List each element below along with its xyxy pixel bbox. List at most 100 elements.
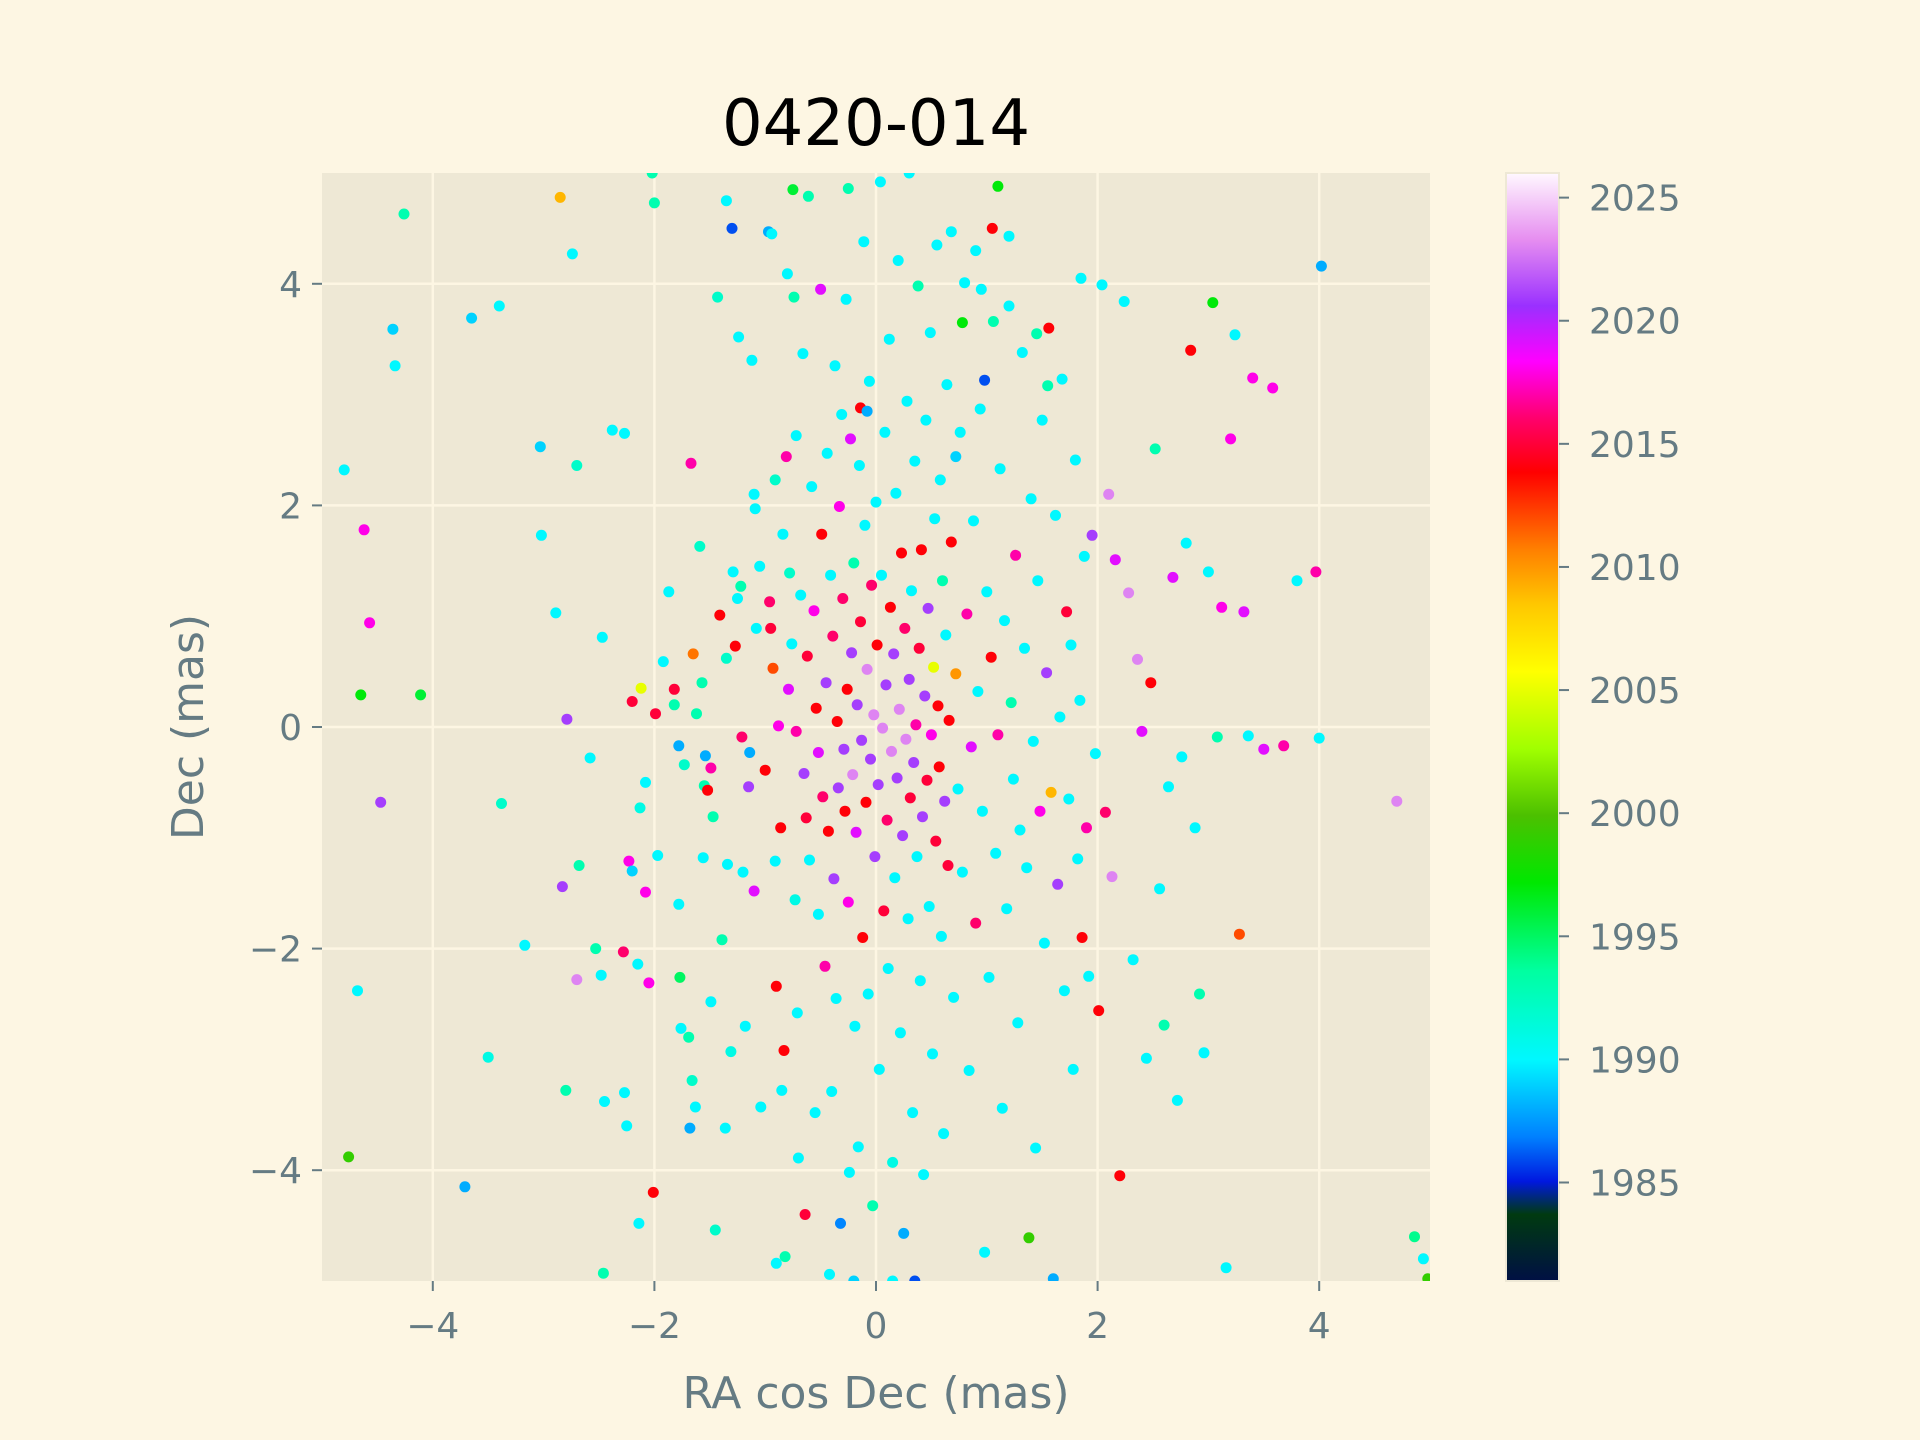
scatter-point [872,779,884,791]
scatter-point [338,464,350,476]
scatter-point [769,474,781,486]
scatter-point [632,958,644,970]
x-axis-label: RA cos Dec (mas) [682,1368,1069,1419]
scatter-point [709,1224,721,1236]
scatter-point [1140,1052,1152,1064]
scatter-point [865,753,876,765]
scatter-point [773,720,784,732]
scatter-point [891,772,903,784]
scatter-point [617,946,629,958]
scatter-point [1075,272,1087,284]
scatter-point [945,536,957,548]
scatter-point [833,501,845,512]
scatter-point [1225,433,1237,445]
scatter-point [934,474,946,486]
scatter-point [634,802,646,814]
scatter-point [890,487,902,499]
scatter-point [1313,732,1325,744]
scatter-point [534,441,546,453]
scatter-point [1003,300,1015,312]
y-tick-label: 4 [279,265,302,306]
scatter-point [683,1031,695,1043]
scatter-point [897,830,909,842]
scatter-point [415,689,427,701]
scatter-point [830,993,842,1004]
scatter-point [1176,751,1188,763]
scatter-point [571,974,583,986]
scatter-point [619,427,630,439]
scatter-point [770,1257,782,1269]
scatter-point [889,872,901,884]
scatter-point [554,191,566,203]
scatter-point [983,971,995,983]
scatter-point [827,630,839,642]
scatter-point [884,601,896,613]
scatter-point [979,1246,991,1258]
scatter-point [726,222,738,234]
scatter-point [825,569,837,581]
scatter-point [621,1120,633,1132]
scatter-point [1136,725,1148,737]
scatter-point [894,1027,906,1039]
scatter-point [839,805,851,817]
scatter-point [838,743,850,755]
scatter-point [910,719,922,731]
y-tick-label: 0 [279,708,302,749]
scatter-point [398,208,410,220]
scatter-point [1056,373,1068,385]
colorbar-tick-label: 2000 [1589,794,1681,835]
scatter-point [987,316,999,327]
scatter-point [932,700,944,712]
scatter-point [828,873,840,885]
scatter-point [1034,805,1046,817]
scatter-point [1001,903,1013,915]
scatter-point [720,652,732,664]
scatter-point [919,690,931,702]
scatter-point [856,734,868,746]
scatter-point [915,544,927,556]
scatter-point [1310,566,1322,578]
scatter-point [826,1086,838,1097]
scatter-point [981,586,993,598]
scatter-point [571,460,583,471]
scatter-point [1065,639,1077,651]
scatter-point [754,560,766,572]
scatter-point [887,1275,899,1281]
scatter-point [776,1084,788,1096]
scatter-point [1238,606,1250,618]
scatter-point [737,866,749,878]
scatter-point [764,596,776,608]
scatter-point [725,1046,737,1058]
scatter-point [909,455,921,467]
scatter-point [992,180,1004,192]
scatter-point [702,784,714,796]
scatter-point [694,540,706,552]
scatter-point [1027,735,1039,747]
scatter-point [689,1101,701,1113]
scatter-point [847,769,859,781]
scatter-point [831,716,843,727]
scatter-point [519,939,531,951]
scatter-point [879,426,891,438]
scatter-point [1149,443,1161,455]
scatter-point [956,866,968,878]
scatter-point [786,638,798,650]
scatter-point [697,852,709,864]
scatter-point [648,197,660,209]
scatter-point [696,677,708,689]
scatter-point [861,663,873,675]
scatter-point [986,222,998,234]
scatter-point [1041,667,1053,679]
scatter-point [1106,871,1118,883]
scatter-point [903,173,915,179]
scatter-point [887,1156,899,1168]
scatter-point [874,176,886,188]
scatter-point [848,557,860,569]
scatter-point [736,731,748,743]
scatter-point [668,683,680,695]
scatter-point [908,757,920,768]
scatter-point [550,607,562,619]
scatter-point [815,283,827,295]
scatter-point [732,593,743,604]
scatter-point [1042,380,1054,392]
